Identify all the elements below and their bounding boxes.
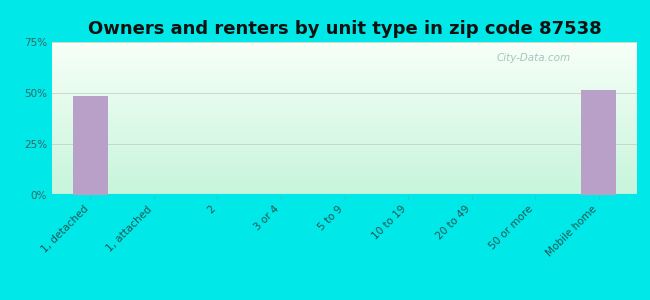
Title: Owners and renters by unit type in zip code 87538: Owners and renters by unit type in zip c… xyxy=(88,20,601,38)
Bar xyxy=(581,90,616,195)
Bar xyxy=(73,96,108,195)
Text: City-Data.com: City-Data.com xyxy=(497,53,571,63)
